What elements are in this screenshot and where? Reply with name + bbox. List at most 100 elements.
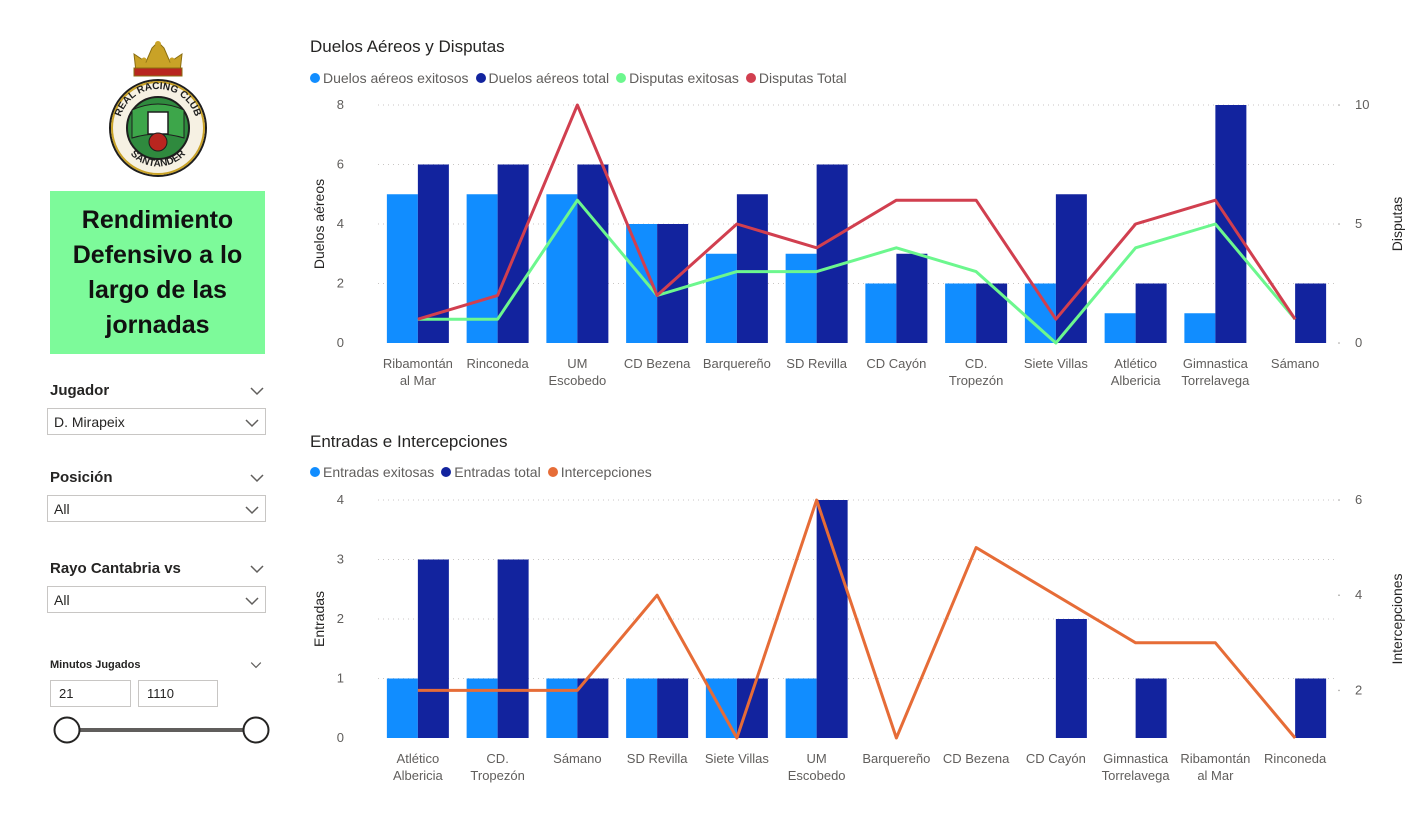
legend-item-duelos-aereos-total[interactable]: Duelos aéreos total (475, 70, 610, 86)
slider-handle-max[interactable] (242, 716, 270, 744)
slider-handle-min[interactable] (53, 716, 81, 744)
bar-entradas-total[interactable] (577, 678, 609, 739)
legend-label: Duelos aéreos total (488, 70, 610, 86)
chevron-down-icon (245, 419, 259, 428)
legend-item-entradas-total[interactable]: Entradas total (441, 464, 541, 480)
y-tick-label: 4 (337, 216, 344, 231)
legend-marker (616, 73, 627, 83)
y2-tick-label: 5 (1355, 216, 1362, 231)
bar-entradas-total[interactable] (657, 678, 689, 739)
line-disputas-exitosas[interactable] (417, 198, 1297, 345)
x-tick-label: UM Escobedo (788, 751, 846, 783)
legend-item-intercepciones[interactable]: Intercepciones (547, 464, 652, 480)
bar-entradas-total[interactable] (1055, 619, 1087, 738)
x-tick-label: SD Revilla (786, 356, 847, 371)
bar-entradas-total[interactable] (816, 500, 848, 738)
chevron-down-icon[interactable] (250, 473, 264, 483)
legend-item-disputas-exitosas[interactable]: Disputas exitosas (616, 70, 739, 86)
posicion-dropdown-value: All (54, 501, 70, 517)
bar-duelos-aereos-total[interactable] (417, 164, 449, 344)
rival-dropdown-value: All (54, 592, 70, 608)
posicion-dropdown[interactable]: All (47, 495, 266, 522)
y2-tick-label: 0 (1355, 335, 1362, 350)
bar-duelos-aereos-total[interactable] (896, 253, 928, 343)
minutos-min-input[interactable]: 21 (50, 680, 131, 707)
y2-axis-title: Disputas (1389, 197, 1405, 251)
y-axis-title: Entradas (311, 591, 327, 647)
y2-tick-label: 10 (1355, 97, 1369, 112)
bar-entradas-exitosas[interactable] (466, 678, 498, 739)
legend-label: Duelos aéreos exitosos (323, 70, 469, 86)
bar-duelos-aereos-total[interactable] (1295, 283, 1327, 344)
minutos-range-slider[interactable] (53, 713, 273, 747)
y-tick-label: 2 (337, 611, 344, 626)
line-disputas-total[interactable] (417, 103, 1297, 321)
y2-tick-mark (1338, 499, 1340, 501)
bar-duelos-aereos-total[interactable] (736, 194, 768, 343)
legend-marker (745, 73, 756, 83)
posicion-slicer-label: Posición (50, 469, 113, 486)
bar-duelos-aereos-exitosos[interactable] (945, 283, 977, 344)
chevron-down-icon (245, 506, 259, 515)
legend-marker (547, 467, 558, 477)
chart2-entradas-intercepciones: 0 1 2 3 4 2 4 6 Entradas Intercepciones Atlético Al… (311, 492, 1405, 783)
y-tick-label: 6 (337, 157, 344, 172)
minutos-min-value: 21 (59, 686, 74, 701)
rival-slicer-label: Rayo Cantabria vs (50, 560, 181, 577)
bar-duelos-aereos-total[interactable] (577, 164, 609, 344)
minutos-max-input[interactable]: 1110 (138, 680, 218, 707)
jugador-dropdown-value: D. Mirapeix (54, 414, 125, 430)
bar-duelos-aereos-exitosos[interactable] (865, 283, 897, 344)
bar-entradas-exitosas[interactable] (785, 678, 817, 739)
sidebar: REAL RACING CLUB SANTANDER Rendimiento D… (0, 0, 290, 823)
bar-entradas-exitosas[interactable] (626, 678, 658, 739)
x-tick-label: Barquereño (862, 751, 930, 766)
bar-duelos-aereos-total[interactable] (1055, 194, 1087, 343)
rival-dropdown[interactable]: All (47, 586, 266, 613)
bar-duelos-aereos-total[interactable] (497, 164, 529, 344)
bar-duelos-aereos-total[interactable] (976, 283, 1008, 344)
bar-duelos-aereos-exitosos[interactable] (1104, 313, 1136, 343)
bar-entradas-total[interactable] (497, 559, 529, 739)
bar-entradas-total[interactable] (1135, 678, 1167, 739)
jugador-dropdown[interactable]: D. Mirapeix (47, 408, 266, 435)
bar-entradas-exitosas[interactable] (386, 678, 418, 739)
x-tick-label: Ribamontán al Mar (1180, 751, 1250, 783)
bar-duelos-aereos-exitosos[interactable] (785, 253, 817, 343)
bar-duelos-aereos-total[interactable] (816, 164, 848, 344)
bar-entradas-total[interactable] (417, 559, 449, 739)
chevron-down-icon[interactable] (250, 661, 262, 669)
x-tick-label: Atlético Albericia (393, 751, 444, 783)
minutos-slicer-label: Minutos Jugados (50, 659, 141, 671)
line-intercepciones[interactable] (417, 498, 1297, 740)
y2-tick-label: 4 (1355, 587, 1362, 602)
y-tick-label: 3 (337, 552, 344, 567)
crown-icon (133, 41, 183, 77)
legend-label: Disputas Total (758, 70, 847, 86)
legend-item-disputas-total[interactable]: Disputas Total (745, 70, 847, 86)
legend-item-entradas-exitosas[interactable]: Entradas exitosas (310, 464, 434, 480)
legend-item-duelos-aereos-exitosos[interactable]: Duelos aéreos exitosos (310, 70, 469, 86)
x-tick-label: Atlético Albericia (1111, 356, 1162, 388)
bar-duelos-aereos-total[interactable] (1135, 283, 1167, 344)
legend-label: Intercepciones (560, 464, 652, 480)
bar-entradas-exitosas[interactable] (546, 678, 578, 739)
x-tick-label: CD Bezena (624, 356, 691, 371)
jugador-slicer-label: Jugador (50, 382, 110, 399)
x-tick-label: Rinconeda (1264, 751, 1327, 766)
legend-marker (441, 467, 452, 477)
bar-duelos-aereos-exitosos[interactable] (705, 253, 737, 343)
legend-marker (310, 73, 320, 83)
bar-entradas-total[interactable] (1295, 678, 1327, 739)
chevron-down-icon[interactable] (250, 564, 264, 574)
chevron-down-icon[interactable] (250, 386, 264, 396)
bar-duelos-aereos-exitosos[interactable] (546, 194, 578, 343)
x-tick-label: CD. Tropezón (470, 751, 524, 783)
x-tick-label: Gimnastica Torrelavega (1102, 751, 1171, 783)
chart1-duelos-disputas: 0 2 4 6 8 0 5 10 Duelos aéreos Disputas Ribamontán… (311, 97, 1405, 388)
bar-duelos-aereos-exitosos[interactable] (386, 194, 418, 343)
x-tick-label: Gimnastica Torrelavega (1181, 356, 1250, 388)
x-tick-label: Sámano (553, 751, 601, 766)
bar-duelos-aereos-exitosos[interactable] (1184, 313, 1216, 343)
legend-label: Entradas exitosas (323, 464, 435, 480)
